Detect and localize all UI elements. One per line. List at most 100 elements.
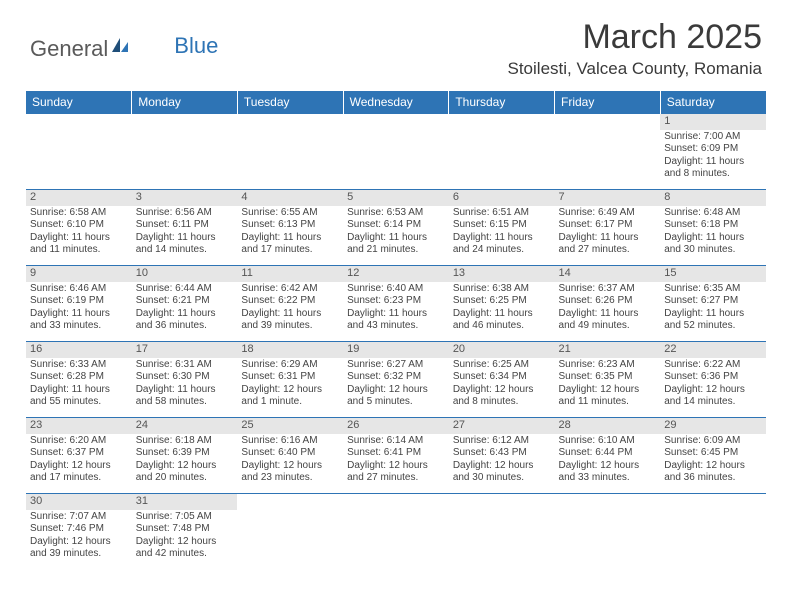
day-number	[555, 494, 661, 496]
sunset-text: Sunset: 6:28 PM	[30, 371, 128, 384]
calendar-cell: 12Sunrise: 6:40 AMSunset: 6:23 PMDayligh…	[343, 266, 449, 342]
sunset-text: Sunset: 6:15 PM	[453, 219, 551, 232]
daylight-text: Daylight: 12 hours and 33 minutes.	[559, 460, 657, 485]
calendar-cell: 23Sunrise: 6:20 AMSunset: 6:37 PMDayligh…	[26, 418, 132, 494]
calendar-cell: 11Sunrise: 6:42 AMSunset: 6:22 PMDayligh…	[237, 266, 343, 342]
day-number: 16	[26, 342, 132, 358]
calendar-cell	[660, 494, 766, 570]
sunset-text: Sunset: 7:48 PM	[136, 523, 234, 536]
calendar-row: 1Sunrise: 7:00 AMSunset: 6:09 PMDaylight…	[26, 114, 766, 190]
sunset-text: Sunset: 6:35 PM	[559, 371, 657, 384]
sunrise-text: Sunrise: 6:09 AM	[664, 435, 762, 448]
calendar-cell: 31Sunrise: 7:05 AMSunset: 7:48 PMDayligh…	[132, 494, 238, 570]
daylight-text: Daylight: 11 hours and 30 minutes.	[664, 232, 762, 257]
weekday-header: Wednesday	[343, 91, 449, 114]
day-number: 29	[660, 418, 766, 434]
day-number: 17	[132, 342, 238, 358]
day-number: 20	[449, 342, 555, 358]
calendar-cell: 27Sunrise: 6:12 AMSunset: 6:43 PMDayligh…	[449, 418, 555, 494]
daylight-text: Daylight: 11 hours and 58 minutes.	[136, 384, 234, 409]
sunset-text: Sunset: 6:17 PM	[559, 219, 657, 232]
day-number	[449, 114, 555, 116]
title-block: March 2025 Stoilesti, Valcea County, Rom…	[508, 18, 763, 79]
sunrise-text: Sunrise: 6:48 AM	[664, 207, 762, 220]
day-number: 18	[237, 342, 343, 358]
sunset-text: Sunset: 7:46 PM	[30, 523, 128, 536]
sunset-text: Sunset: 6:09 PM	[664, 143, 762, 156]
daylight-text: Daylight: 11 hours and 33 minutes.	[30, 308, 128, 333]
sunrise-text: Sunrise: 6:37 AM	[559, 283, 657, 296]
sunrise-text: Sunrise: 6:56 AM	[136, 207, 234, 220]
daylight-text: Daylight: 12 hours and 11 minutes.	[559, 384, 657, 409]
sunrise-text: Sunrise: 6:20 AM	[30, 435, 128, 448]
daylight-text: Daylight: 11 hours and 17 minutes.	[241, 232, 339, 257]
sunrise-text: Sunrise: 6:31 AM	[136, 359, 234, 372]
daylight-text: Daylight: 11 hours and 21 minutes.	[347, 232, 445, 257]
daylight-text: Daylight: 12 hours and 14 minutes.	[664, 384, 762, 409]
weekday-header: Tuesday	[237, 91, 343, 114]
calendar-cell	[343, 114, 449, 190]
daylight-text: Daylight: 12 hours and 17 minutes.	[30, 460, 128, 485]
logo-text-general: General	[30, 36, 108, 62]
calendar-cell: 8Sunrise: 6:48 AMSunset: 6:18 PMDaylight…	[660, 190, 766, 266]
day-number: 14	[555, 266, 661, 282]
calendar-cell	[555, 494, 661, 570]
day-number: 27	[449, 418, 555, 434]
sunrise-text: Sunrise: 6:16 AM	[241, 435, 339, 448]
day-number: 22	[660, 342, 766, 358]
sunset-text: Sunset: 6:18 PM	[664, 219, 762, 232]
calendar-cell: 16Sunrise: 6:33 AMSunset: 6:28 PMDayligh…	[26, 342, 132, 418]
day-number: 3	[132, 190, 238, 206]
calendar-cell: 20Sunrise: 6:25 AMSunset: 6:34 PMDayligh…	[449, 342, 555, 418]
calendar-cell: 1Sunrise: 7:00 AMSunset: 6:09 PMDaylight…	[660, 114, 766, 190]
sunrise-text: Sunrise: 6:51 AM	[453, 207, 551, 220]
calendar-cell: 30Sunrise: 7:07 AMSunset: 7:46 PMDayligh…	[26, 494, 132, 570]
header: General Blue March 2025 Stoilesti, Valce…	[0, 0, 792, 85]
day-number: 4	[237, 190, 343, 206]
location: Stoilesti, Valcea County, Romania	[508, 59, 763, 79]
daylight-text: Daylight: 11 hours and 11 minutes.	[30, 232, 128, 257]
sunset-text: Sunset: 6:45 PM	[664, 447, 762, 460]
calendar-cell: 18Sunrise: 6:29 AMSunset: 6:31 PMDayligh…	[237, 342, 343, 418]
day-number	[26, 114, 132, 116]
daylight-text: Daylight: 12 hours and 27 minutes.	[347, 460, 445, 485]
daylight-text: Daylight: 11 hours and 46 minutes.	[453, 308, 551, 333]
sunrise-text: Sunrise: 6:49 AM	[559, 207, 657, 220]
sunrise-text: Sunrise: 6:42 AM	[241, 283, 339, 296]
calendar-cell: 10Sunrise: 6:44 AMSunset: 6:21 PMDayligh…	[132, 266, 238, 342]
day-number: 2	[26, 190, 132, 206]
calendar-cell	[449, 494, 555, 570]
day-number: 10	[132, 266, 238, 282]
daylight-text: Daylight: 11 hours and 52 minutes.	[664, 308, 762, 333]
day-number: 15	[660, 266, 766, 282]
sunrise-text: Sunrise: 6:33 AM	[30, 359, 128, 372]
day-number: 1	[660, 114, 766, 130]
sunset-text: Sunset: 6:11 PM	[136, 219, 234, 232]
sunrise-text: Sunrise: 6:23 AM	[559, 359, 657, 372]
day-number: 30	[26, 494, 132, 510]
day-number: 26	[343, 418, 449, 434]
calendar-row: 16Sunrise: 6:33 AMSunset: 6:28 PMDayligh…	[26, 342, 766, 418]
daylight-text: Daylight: 11 hours and 39 minutes.	[241, 308, 339, 333]
sunset-text: Sunset: 6:14 PM	[347, 219, 445, 232]
weekday-header: Sunday	[26, 91, 132, 114]
sunrise-text: Sunrise: 7:00 AM	[664, 131, 762, 144]
calendar-cell: 24Sunrise: 6:18 AMSunset: 6:39 PMDayligh…	[132, 418, 238, 494]
day-number: 8	[660, 190, 766, 206]
day-number	[660, 494, 766, 496]
sunrise-text: Sunrise: 6:27 AM	[347, 359, 445, 372]
day-number: 7	[555, 190, 661, 206]
sunset-text: Sunset: 6:36 PM	[664, 371, 762, 384]
sunset-text: Sunset: 6:44 PM	[559, 447, 657, 460]
sunset-text: Sunset: 6:40 PM	[241, 447, 339, 460]
day-number: 21	[555, 342, 661, 358]
daylight-text: Daylight: 12 hours and 20 minutes.	[136, 460, 234, 485]
sunset-text: Sunset: 6:34 PM	[453, 371, 551, 384]
sunset-text: Sunset: 6:21 PM	[136, 295, 234, 308]
day-number	[343, 114, 449, 116]
daylight-text: Daylight: 11 hours and 55 minutes.	[30, 384, 128, 409]
calendar-cell: 6Sunrise: 6:51 AMSunset: 6:15 PMDaylight…	[449, 190, 555, 266]
sunrise-text: Sunrise: 6:46 AM	[30, 283, 128, 296]
day-number: 24	[132, 418, 238, 434]
logo: General Blue	[30, 36, 218, 62]
